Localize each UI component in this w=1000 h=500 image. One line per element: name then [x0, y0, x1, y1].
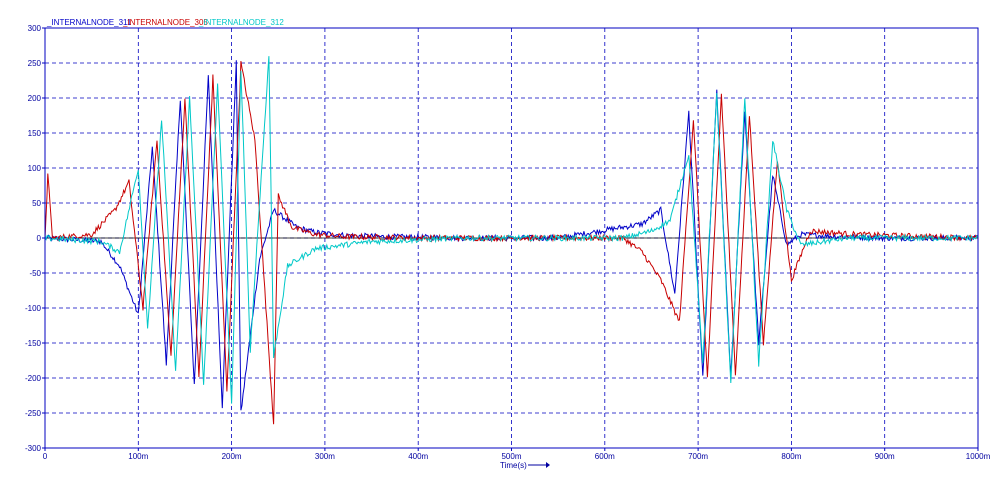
- y-tick-label: 200: [28, 94, 42, 103]
- x-tick-label: 500m: [501, 452, 521, 461]
- y-axis-ticks: 300 250 200 150 100 50 0 -50 -100 -150 -200 -250 -30…: [25, 24, 45, 453]
- x-tick-label: 700m: [688, 452, 708, 461]
- y-tick-label: -100: [25, 304, 42, 313]
- legend-entry-1: _INTERNALNODE_311: [46, 18, 132, 27]
- series-line-3: [44, 56, 979, 404]
- legend-entry-2: _INTERNALNODE_305: [122, 18, 208, 27]
- x-axis-arrow-head: [546, 462, 550, 468]
- y-tick-label: 50: [32, 199, 41, 208]
- series-line-2: [44, 61, 979, 425]
- x-axis-title: Time(s): [500, 461, 527, 470]
- series-lines: [44, 56, 979, 425]
- series-line-1: [44, 60, 979, 411]
- x-tick-label: 300m: [315, 452, 335, 461]
- x-axis-ticks: 0 100m 200m 300m 400m 500m 600m 700m 800m 900m 100…: [43, 448, 991, 461]
- y-tick-label: -250: [25, 409, 42, 418]
- y-tick-label: 0: [37, 234, 42, 243]
- y-tick-label: -200: [25, 374, 42, 383]
- y-tick-label: 300: [28, 24, 42, 33]
- y-tick-label: 250: [28, 59, 42, 68]
- y-tick-label: -50: [29, 269, 41, 278]
- x-tick-label: 200m: [222, 452, 242, 461]
- x-tick-label: 900m: [875, 452, 895, 461]
- x-tick-label: 400m: [408, 452, 428, 461]
- y-tick-label: -300: [25, 444, 42, 453]
- legend-entry-3: _INTERNALNODE_312: [198, 18, 284, 27]
- x-tick-label: 100m: [128, 452, 148, 461]
- x-tick-label: 0: [43, 452, 48, 461]
- x-tick-label: 800m: [781, 452, 801, 461]
- x-tick-label: 1000m: [966, 452, 991, 461]
- y-tick-label: 150: [28, 129, 42, 138]
- x-axis-title-group: Time(s): [500, 461, 550, 470]
- x-tick-label: 600m: [595, 452, 615, 461]
- y-tick-label: -150: [25, 339, 42, 348]
- y-tick-label: 100: [28, 164, 42, 173]
- legend: _INTERNALNODE_311_INTERNALNODE_305_INTER…: [46, 18, 284, 27]
